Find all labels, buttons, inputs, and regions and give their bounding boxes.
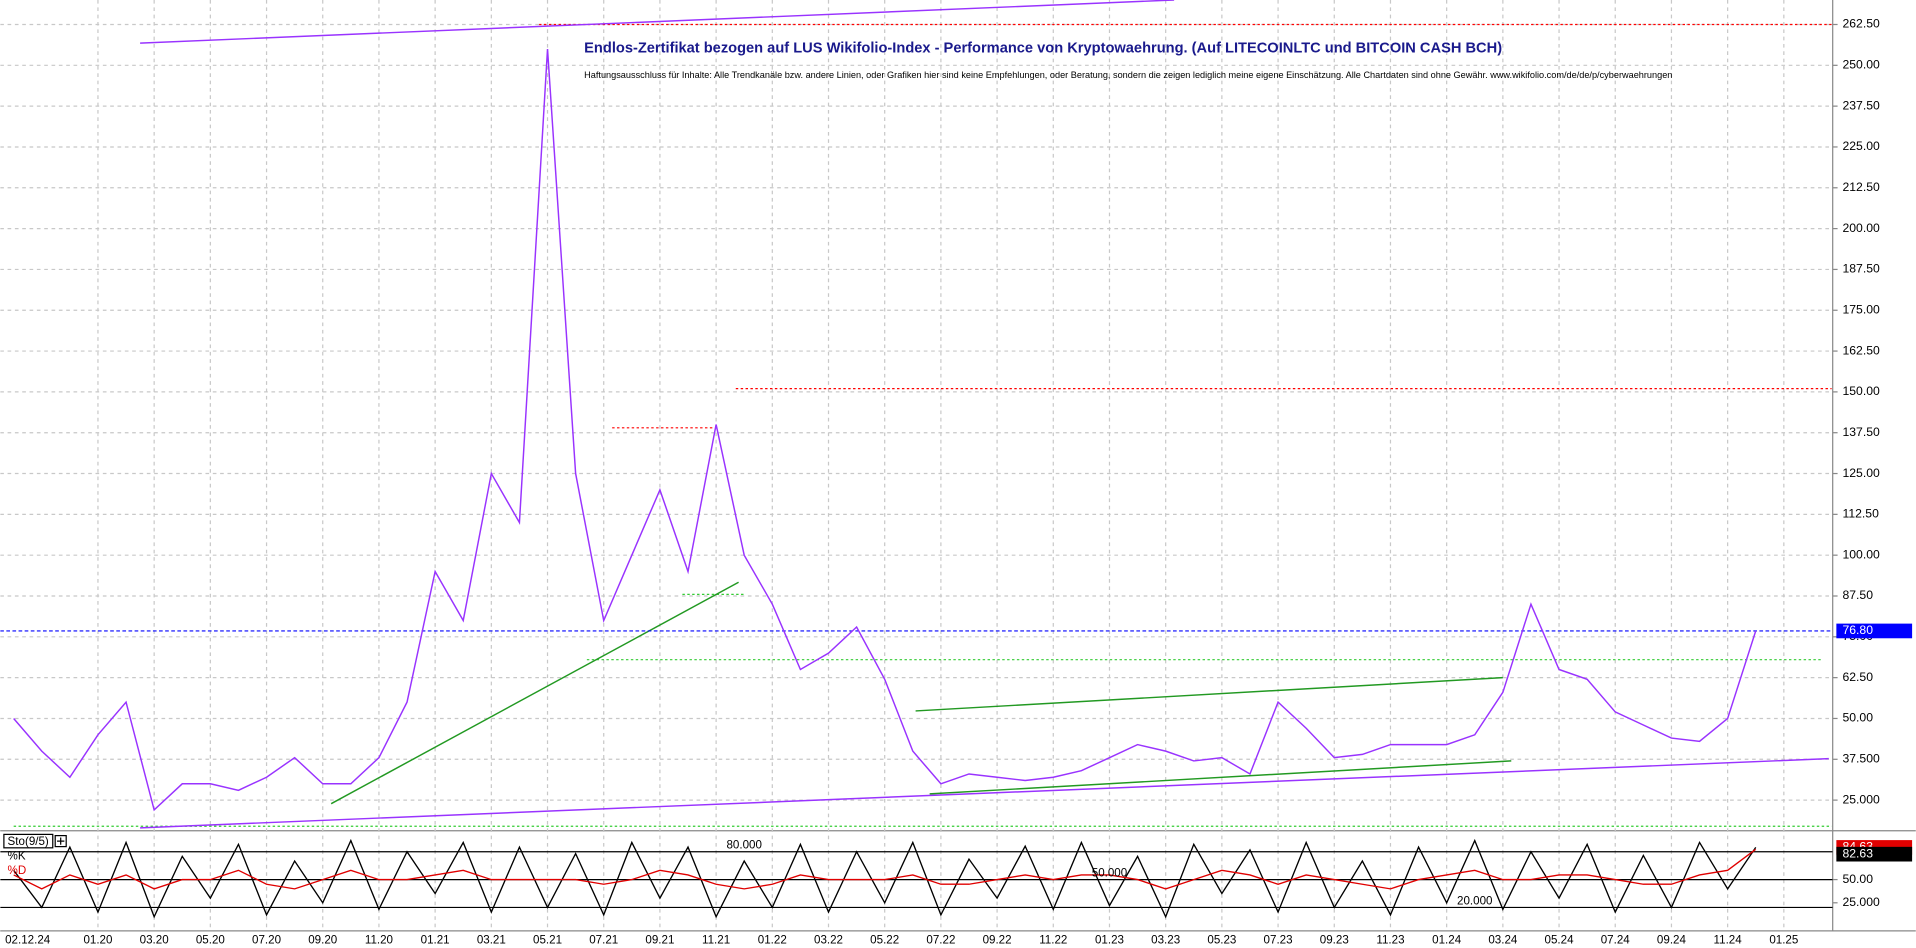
y-tick-label: 112.50 (1842, 507, 1879, 521)
y-tick-label: 187.50 (1842, 262, 1880, 276)
x-tick-label: 09.23 (1320, 934, 1349, 947)
x-tick-label: 11.23 (1376, 934, 1404, 947)
date-label: 02.12.24 (5, 934, 51, 947)
x-tick-label: 05.24 (1545, 934, 1575, 947)
price-panel (0, 0, 1833, 829)
last-value-box (1836, 846, 1913, 862)
expand-icon-plus (57, 837, 65, 845)
x-tick-label: 11.22 (1039, 934, 1067, 947)
y-tick-label: 50.00 (1842, 872, 1873, 886)
x-tick-label: 07.22 (926, 934, 955, 947)
trendline (140, 0, 1175, 44)
x-tick-label: 01.22 (758, 934, 787, 947)
y-tick-label: 262.50 (1842, 17, 1880, 31)
indicator-box (3, 833, 54, 849)
disclaimer: Haftungsausschluss für Inhalte: Alle Tre… (584, 70, 1672, 80)
trendline (330, 581, 739, 805)
trendline (915, 676, 1503, 712)
y-tick-label: 87.50 (1842, 588, 1873, 602)
indicator-title: Sto(9/5) (8, 835, 49, 848)
stoch-panel (0, 838, 1833, 919)
x-tick-label: 09.22 (983, 934, 1012, 947)
x-tick-label: 05.22 (870, 934, 899, 947)
y-tick-label: 212.50 (1842, 180, 1880, 194)
stoch-line (13, 848, 1757, 890)
y-tick-label: 37.500 (1842, 752, 1880, 766)
x-tick-label: 09.20 (308, 934, 337, 947)
x-tick-label: 05.23 (1207, 934, 1236, 947)
y-tick-label: 200.00 (1842, 221, 1880, 235)
x-tick-label: 03.24 (1488, 934, 1518, 947)
y-tick-label: 162.50 (1842, 343, 1880, 357)
price-marker-label: 76.80 (1842, 623, 1873, 637)
x-tick-label: 07.20 (252, 934, 281, 947)
y-tick-label: 250.00 (1842, 58, 1880, 72)
y-tick-label: 150.00 (1842, 384, 1880, 398)
chart-title: Endlos-Zertifikat bezogen auf LUS Wikifo… (584, 41, 1502, 57)
level-label: 20.000 (1457, 894, 1492, 907)
y-tick-label: 50.00 (1842, 711, 1873, 725)
x-tick-label: 11.21 (702, 934, 730, 947)
y-tick-label: 225.00 (1842, 139, 1880, 153)
y-tick-label: 125.00 (1842, 466, 1880, 480)
x-tick-label: 07.21 (589, 934, 618, 947)
x-tick-label: 07.24 (1601, 934, 1631, 947)
x-tick-label: 07.23 (1264, 934, 1293, 947)
x-tick-label: 05.20 (196, 934, 225, 947)
x-tick-label: 05.21 (533, 934, 562, 947)
level-label: 50.000 (1092, 867, 1127, 880)
trendline (929, 760, 1512, 795)
x-tick-label: 11.24 (1714, 934, 1743, 947)
x-tick-label: 09.24 (1657, 934, 1687, 947)
y-tick-label: 237.50 (1842, 98, 1880, 112)
legend-d: %D (8, 864, 27, 877)
x-tick-label: 01.20 (83, 934, 112, 947)
y-tick-label: 100.00 (1842, 547, 1880, 561)
last-value-label: 82.63 (1842, 846, 1873, 860)
y-tick-label: 62.50 (1842, 670, 1873, 684)
price-marker-box (1836, 623, 1913, 639)
x-tick-label: 01.21 (421, 934, 450, 947)
x-tick-label: 11.20 (365, 934, 393, 947)
stoch-line (13, 838, 1757, 919)
y-tick-label: 175.00 (1842, 302, 1880, 316)
legend-k: %K (8, 849, 26, 862)
x-tick-label: 03.23 (1151, 934, 1180, 947)
level-label: 80.000 (726, 839, 761, 852)
y-tick-label: 137.50 (1842, 425, 1880, 439)
x-tick-label: 03.22 (814, 934, 843, 947)
x-tick-label: 01.25 (1769, 934, 1798, 947)
x-tick-label: 01.24 (1432, 934, 1462, 947)
x-tick-label: 03.21 (477, 934, 506, 947)
price-line (13, 48, 1757, 812)
trendline (140, 757, 1829, 829)
x-tick-label: 01.23 (1095, 934, 1124, 947)
y-tick-label: 25.000 (1842, 792, 1880, 806)
y-tick-label: 25.000 (1842, 895, 1880, 909)
x-tick-label: 03.20 (140, 934, 169, 947)
x-tick-label: 09.21 (645, 934, 674, 947)
